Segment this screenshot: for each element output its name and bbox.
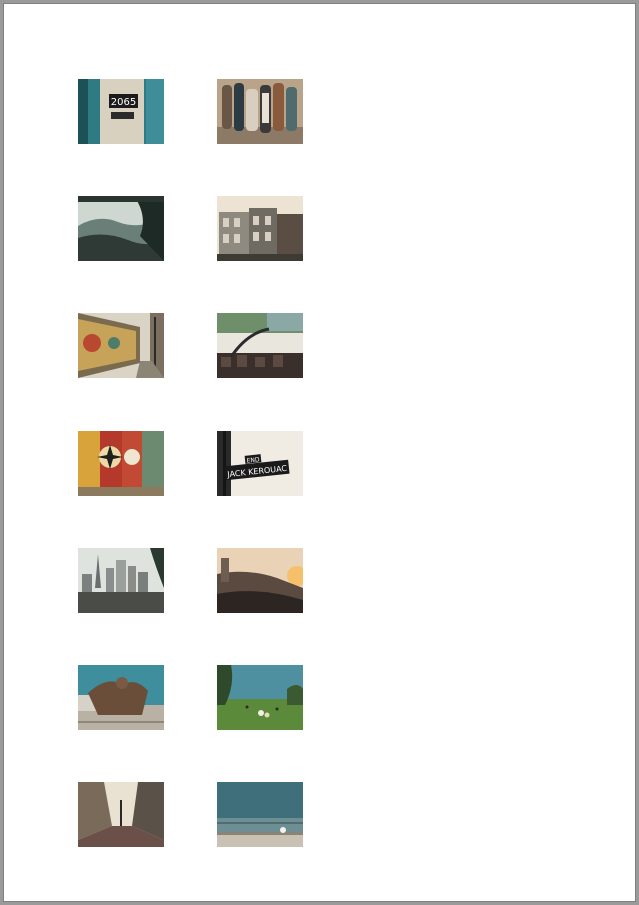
street-sign-top-text: END bbox=[246, 456, 260, 464]
photo-thumbnail-street-sign[interactable]: END JACK KEROUAC bbox=[217, 431, 303, 496]
skateboards-photo bbox=[217, 79, 303, 144]
street-sign-photo: END JACK KEROUAC bbox=[217, 431, 303, 496]
photo-thumbnail-hillside-sunset[interactable] bbox=[217, 548, 303, 613]
photo-thumbnail-hills-view[interactable] bbox=[78, 196, 164, 261]
city-street-photo bbox=[78, 782, 164, 847]
city-skyline-photo bbox=[78, 548, 164, 613]
park-lawn-photo bbox=[217, 665, 303, 730]
photo-thumbnail-house-number[interactable]: 2065 bbox=[78, 79, 164, 144]
photo-thumbnail-mural-street[interactable] bbox=[78, 313, 164, 378]
house-number-text: 2065 bbox=[111, 97, 136, 108]
photo-thumbnail-bay-view[interactable] bbox=[217, 782, 303, 847]
victorian-houses-photo bbox=[217, 196, 303, 261]
mural-street-photo bbox=[78, 313, 164, 378]
photo-thumbnail-sculpture-plaza[interactable] bbox=[78, 665, 164, 730]
hills-view-photo bbox=[78, 196, 164, 261]
document-page: 2065 bbox=[4, 4, 635, 901]
photo-thumbnail-city-street[interactable] bbox=[78, 782, 164, 847]
sculpture-plaza-photo bbox=[78, 665, 164, 730]
photo-thumbnail-cafe-patio[interactable] bbox=[217, 313, 303, 378]
photo-thumbnail-skateboards[interactable] bbox=[217, 79, 303, 144]
photo-thumbnail-victorian-houses[interactable] bbox=[217, 196, 303, 261]
photo-thumbnail-park-lawn[interactable] bbox=[217, 665, 303, 730]
colorful-mural-photo bbox=[78, 431, 164, 496]
hillside-sunset-photo bbox=[217, 548, 303, 613]
photo-thumbnail-city-skyline[interactable] bbox=[78, 548, 164, 613]
bay-view-photo bbox=[217, 782, 303, 847]
house-number-photo: 2065 bbox=[78, 79, 164, 144]
photo-thumbnail-colorful-mural[interactable] bbox=[78, 431, 164, 496]
cafe-patio-photo bbox=[217, 313, 303, 378]
